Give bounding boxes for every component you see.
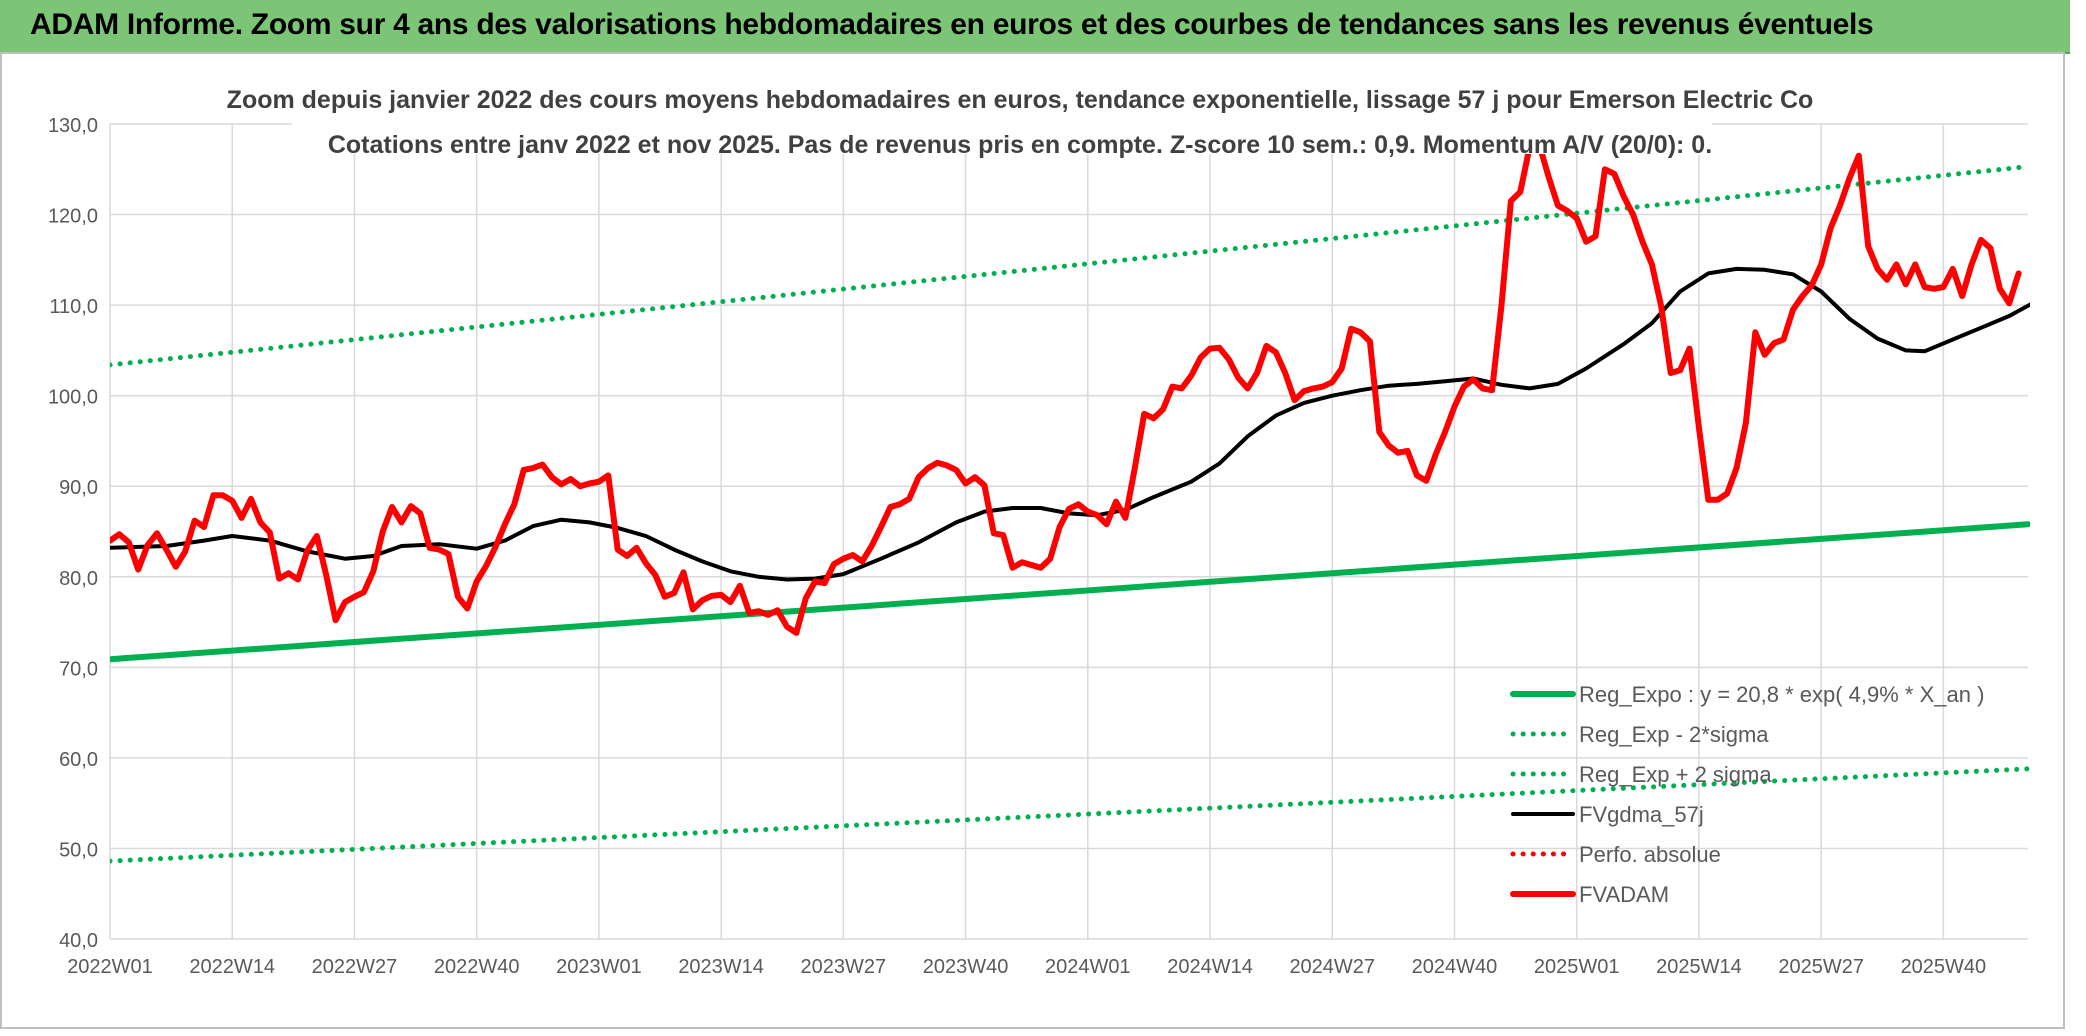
x-tick-label: 2025W27 <box>1778 956 1864 978</box>
series-line-2 <box>110 164 2030 368</box>
x-axis-ticks: 2022W01 2022W14 2022W27 2022W40 2023W01 2023W… <box>67 956 1986 978</box>
y-tick-label: 40,0 <box>59 930 98 952</box>
x-tick-label: 2023W40 <box>923 956 1009 978</box>
x-tick-label: 2023W01 <box>556 956 642 978</box>
x-tick-label: 2024W01 <box>1045 956 1131 978</box>
chart-title: Zoom depuis janvier 2022 des cours moyen… <box>227 86 1814 114</box>
legend-label-2: Reg_Exp + 2 sigma <box>1579 762 1772 787</box>
chart-titles: Zoom depuis janvier 2022 des cours moyen… <box>227 76 1814 159</box>
y-tick-label: 130,0 <box>48 115 98 137</box>
chart-area <box>0 52 2065 1029</box>
legend-label-5: FVADAM <box>1579 882 1669 907</box>
x-tick-label: 2022W14 <box>189 956 275 978</box>
x-tick-label: 2022W01 <box>67 956 153 978</box>
series-line-0 <box>110 521 2030 663</box>
legend: Reg_Expo : y = 20,8 * exp( 4,9% * X_an )… <box>1510 682 1984 907</box>
series-line-3 <box>110 266 2030 582</box>
report-title: ADAM Informe. Zoom sur 4 ans des valoris… <box>30 8 1874 41</box>
x-tick-label: 2023W14 <box>678 956 764 978</box>
y-tick-label: 70,0 <box>59 658 98 680</box>
legend-label-1: Reg_Exp - 2*sigma <box>1579 722 1769 747</box>
chart-subtitle: Cotations entre janv 2022 et nov 2025. P… <box>328 131 1712 159</box>
x-tick-label: 2023W27 <box>801 956 887 978</box>
series-line-1 <box>110 766 2030 864</box>
series-line-5 <box>110 140 2022 636</box>
x-tick-label: 2022W27 <box>312 956 398 978</box>
y-tick-label: 100,0 <box>48 387 98 409</box>
x-tick-label: 2025W14 <box>1656 956 1742 978</box>
x-tick-label: 2024W40 <box>1412 956 1498 978</box>
chart: 40,0 50,0 60,0 70,0 80,0 90,0 100,0 110,0 120,0 1… <box>0 52 2065 1029</box>
x-tick-label: 2022W40 <box>434 956 520 978</box>
title-background <box>292 76 1712 154</box>
chart-frame: 40,0 50,0 60,0 70,0 80,0 90,0 100,0 110,0 120,0 1… <box>0 52 2086 1031</box>
series <box>110 140 2030 864</box>
y-tick-label: 90,0 <box>59 477 98 499</box>
legend-label-3: FVgdma_57j <box>1579 802 1704 827</box>
y-axis-ticks: 40,0 50,0 60,0 70,0 80,0 90,0 100,0 110,0 120,0 1… <box>48 115 98 952</box>
x-tick-label: 2025W40 <box>1901 956 1987 978</box>
report-banner: ADAM Informe. Zoom sur 4 ans des valoris… <box>0 0 2070 54</box>
legend-label-4: Perfo. absolue <box>1579 842 1721 867</box>
y-tick-label: 50,0 <box>59 839 98 861</box>
y-tick-label: 60,0 <box>59 749 98 771</box>
legend-label-0: Reg_Expo : y = 20,8 * exp( 4,9% * X_an ) <box>1579 682 1984 707</box>
x-tick-label: 2024W14 <box>1167 956 1253 978</box>
y-tick-label: 120,0 <box>48 206 98 228</box>
x-tick-label: 2025W01 <box>1534 956 1620 978</box>
x-tick-label: 2024W27 <box>1289 956 1375 978</box>
y-tick-label: 110,0 <box>49 296 98 318</box>
y-tick-label: 80,0 <box>59 568 98 590</box>
